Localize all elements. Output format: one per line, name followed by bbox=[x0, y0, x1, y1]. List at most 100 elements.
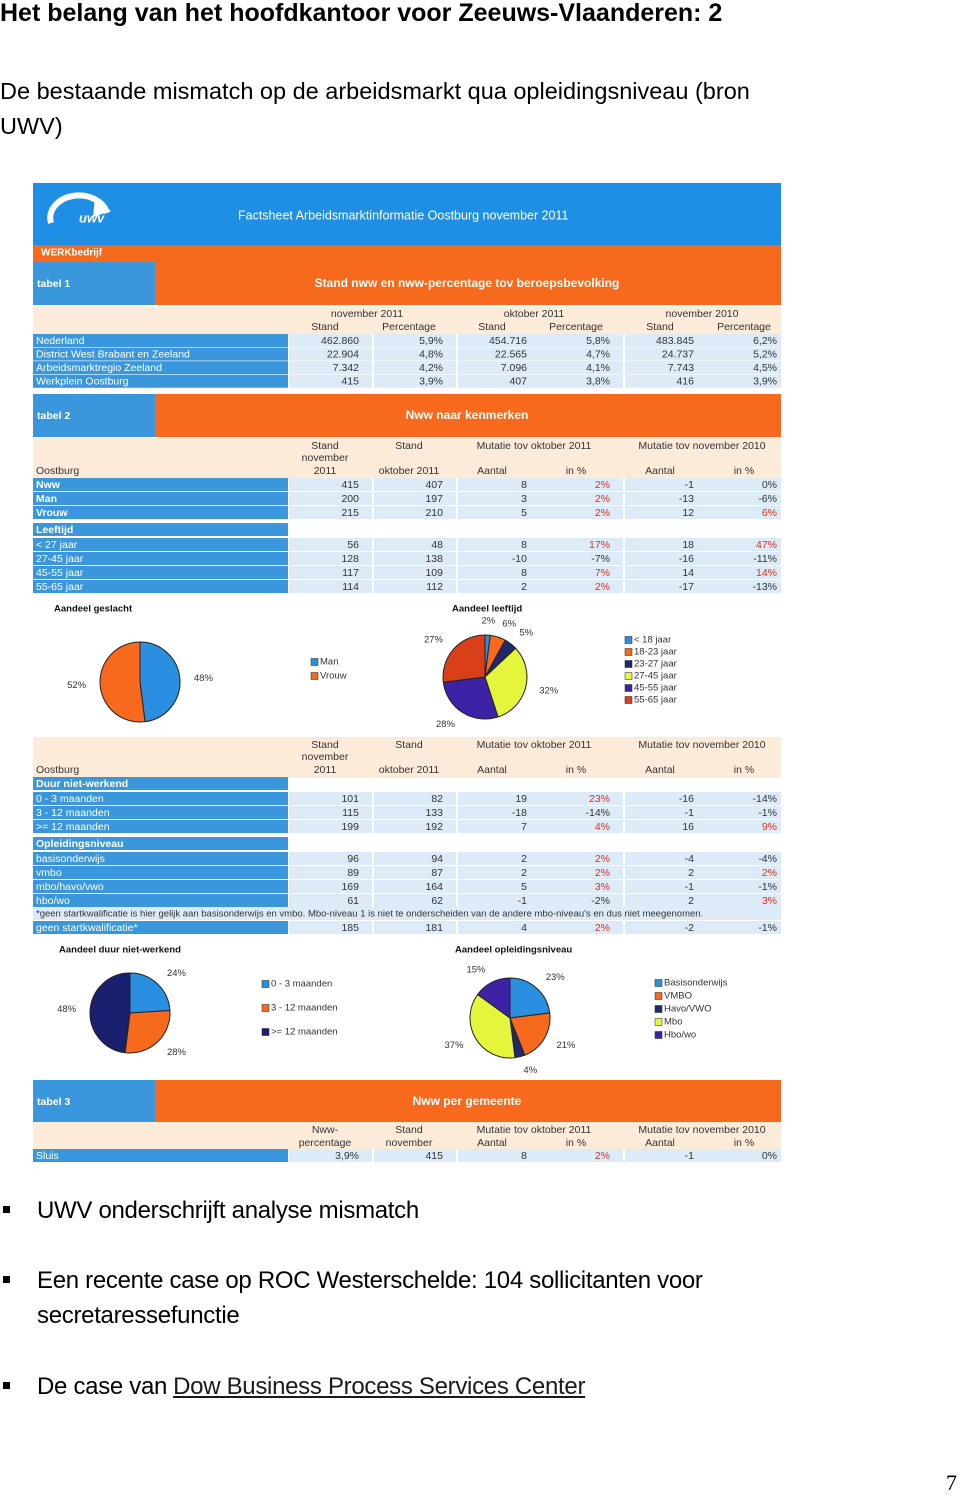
cell: 3,9% bbox=[335, 1150, 359, 1162]
cell-separator bbox=[456, 820, 458, 833]
cell: 2 bbox=[521, 867, 527, 879]
column-header-band bbox=[33, 307, 781, 334]
row-cells bbox=[289, 921, 781, 934]
table-label: tabel 1 bbox=[37, 278, 70, 290]
row-label: Arbeidsmarktregio Zeeland bbox=[36, 362, 162, 374]
column-header: in % bbox=[566, 764, 586, 776]
cell: 0% bbox=[762, 1150, 777, 1162]
cell: 8 bbox=[521, 1150, 527, 1162]
pie-value-label: 48% bbox=[194, 673, 214, 684]
cell-separator bbox=[623, 806, 625, 819]
cell-separator bbox=[456, 852, 458, 865]
column-header: oktober 2011 bbox=[379, 764, 440, 776]
cell: -2 bbox=[685, 922, 694, 934]
cell: 22.904 bbox=[327, 348, 359, 360]
column-header: Stand bbox=[311, 739, 339, 751]
pie-value-label: 28% bbox=[167, 1047, 187, 1058]
row-label-cell bbox=[33, 552, 288, 565]
pie-slice bbox=[476, 977, 511, 1019]
cell: 6,2% bbox=[753, 335, 777, 347]
column-header: Aantal bbox=[645, 465, 675, 477]
column-group: oktober 2011 bbox=[504, 308, 565, 320]
pie-slice bbox=[442, 634, 486, 683]
cell-separator bbox=[456, 506, 458, 519]
legend-label: Vrouw bbox=[320, 671, 347, 682]
column-header: oktober 2011 bbox=[379, 465, 440, 477]
cell-separator bbox=[623, 580, 625, 593]
cell-separator bbox=[623, 374, 625, 388]
cell: -14% bbox=[752, 793, 777, 805]
row-label-header: Oostburg bbox=[36, 465, 79, 477]
row-cells bbox=[289, 580, 781, 593]
cell: 462.860 bbox=[321, 335, 359, 347]
cell: 117 bbox=[342, 567, 359, 579]
cell: 4,1% bbox=[586, 362, 610, 374]
legend-label: 18-23 jaar bbox=[634, 647, 677, 658]
cell-separator bbox=[456, 1149, 458, 1162]
cell: 2% bbox=[595, 507, 610, 519]
cell: 5 bbox=[521, 507, 527, 519]
legend-label: < 18 jaar bbox=[634, 635, 671, 646]
row-label-cell bbox=[33, 374, 288, 388]
bullet: De case van Dow Business Process Services… bbox=[3, 1369, 827, 1404]
cell: 47% bbox=[756, 539, 777, 551]
legend-label: VMBO bbox=[664, 991, 692, 1002]
pie-slice bbox=[89, 972, 131, 1054]
cell: -18 bbox=[512, 807, 527, 819]
cell: 2 bbox=[688, 895, 694, 907]
cell: 483.845 bbox=[656, 335, 694, 347]
section-label-cell bbox=[33, 523, 288, 536]
legend-swatch bbox=[310, 672, 319, 680]
pie-value-label: 4% bbox=[523, 1065, 537, 1076]
pie-value-label: 15% bbox=[466, 964, 486, 975]
legend-label: Havo/VWO bbox=[664, 1004, 712, 1015]
cell: -11% bbox=[753, 553, 777, 565]
table-label-band bbox=[33, 394, 155, 437]
cell-separator bbox=[372, 492, 374, 505]
column-header: in % bbox=[566, 465, 586, 477]
legend-swatch bbox=[261, 1004, 270, 1012]
cell: 169 bbox=[341, 881, 359, 893]
pie-slice bbox=[509, 977, 551, 1019]
cell-separator bbox=[372, 866, 374, 879]
pie-slice bbox=[484, 647, 528, 718]
bullet-text: De case van bbox=[37, 1373, 168, 1400]
row-cells bbox=[289, 880, 781, 893]
pie-value-label: 32% bbox=[539, 685, 559, 696]
cell: 2 bbox=[521, 853, 527, 865]
legend-swatch bbox=[624, 684, 633, 692]
cell-separator bbox=[372, 894, 374, 907]
row-cells bbox=[289, 792, 781, 805]
row-label: Vrouw bbox=[36, 507, 68, 519]
cell: -16 bbox=[679, 793, 694, 805]
row-label: 27-45 jaar bbox=[36, 553, 84, 565]
row-label-cell bbox=[33, 852, 288, 865]
cell: 101 bbox=[341, 793, 359, 805]
row-cells bbox=[289, 506, 781, 519]
cell: 7% bbox=[595, 567, 610, 579]
row-cells bbox=[289, 347, 781, 361]
cell: 112 bbox=[426, 581, 443, 593]
cell: -14% bbox=[585, 807, 610, 819]
bullet: Een recente case op ROC Westerschelde: 1… bbox=[3, 1263, 827, 1333]
row-cells bbox=[289, 334, 781, 347]
row-cells bbox=[289, 374, 781, 388]
row-label-cell bbox=[33, 880, 288, 893]
row-label-cell bbox=[33, 1149, 288, 1162]
row-label: 45-55 jaar bbox=[36, 567, 84, 579]
column-group: Mutatie tov oktober 2011 bbox=[477, 1124, 592, 1136]
cell: -1 bbox=[685, 479, 694, 491]
column-group: Mutatie tov november 2010 bbox=[638, 739, 765, 751]
cell-separator bbox=[456, 580, 458, 593]
cell: -1% bbox=[758, 807, 777, 819]
cell: 3% bbox=[762, 895, 777, 907]
cell: -1% bbox=[758, 922, 777, 934]
page-subtitle: De bestaande mismatch op de arbeidsmarkt… bbox=[0, 78, 750, 139]
link[interactable]: Dow Business Process Services Center bbox=[173, 1373, 586, 1400]
cell: -1 bbox=[685, 881, 694, 893]
cell: 200 bbox=[341, 493, 359, 505]
cell: 2% bbox=[595, 581, 610, 593]
cell-separator bbox=[456, 347, 458, 361]
row-label: District West Brabant en Zeeland bbox=[36, 348, 190, 360]
cell: -13% bbox=[752, 581, 777, 593]
